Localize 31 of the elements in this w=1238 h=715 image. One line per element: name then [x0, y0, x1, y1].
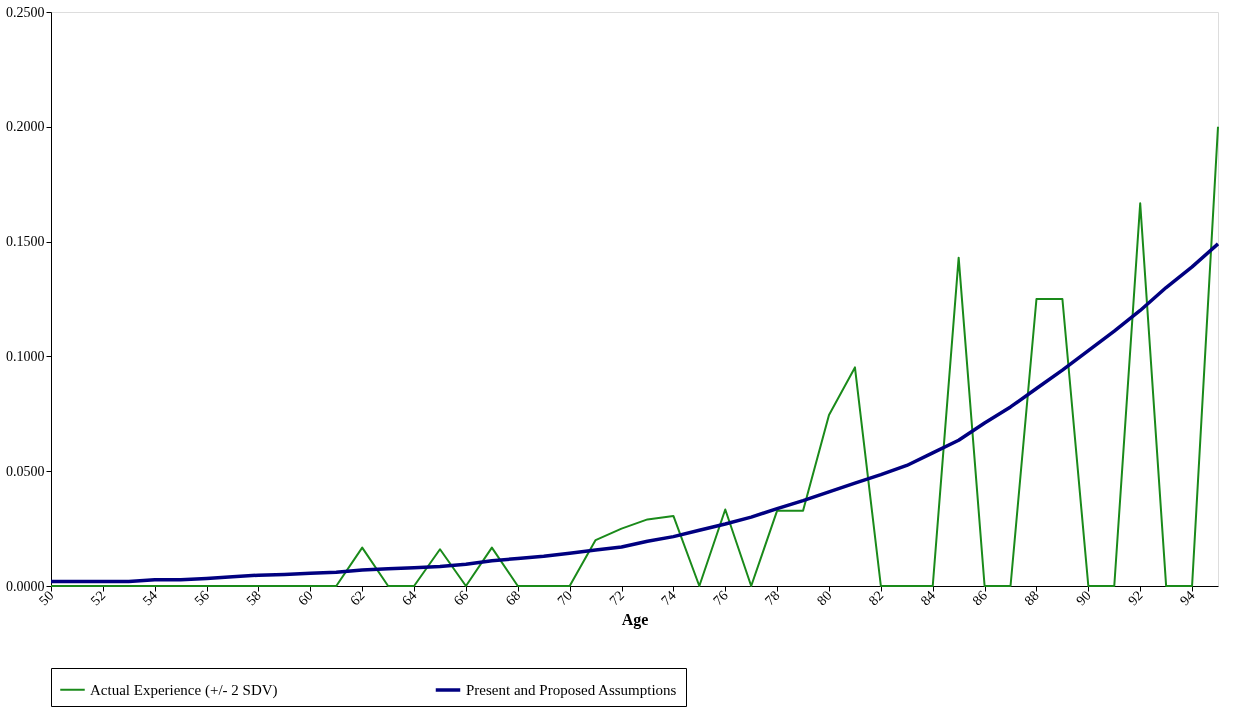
- x-tick-label: 74: [658, 587, 679, 609]
- y-tick-label: 0.1000: [6, 348, 45, 364]
- y-tick-label: 0.2500: [6, 4, 45, 20]
- x-tick-label: 76: [710, 587, 731, 609]
- x-tick-label: 60: [295, 587, 316, 609]
- x-tick-label: 86: [969, 587, 991, 609]
- x-tick-label: 68: [502, 587, 524, 609]
- x-tick-label: 66: [450, 587, 472, 609]
- x-tick-label: 64: [399, 587, 420, 609]
- x-tick-label: 54: [139, 587, 161, 609]
- x-tick-label: 90: [1073, 587, 1094, 609]
- x-tick-label: 80: [813, 587, 835, 609]
- x-tick-label: 94: [1177, 587, 1198, 609]
- x-tick-label: 52: [87, 587, 109, 609]
- x-tick-label: 78: [762, 587, 783, 609]
- y-tick-label: 0.1500: [6, 234, 45, 250]
- legend-label: Present and Proposed Assumptions: [466, 682, 677, 698]
- x-tick-label: 58: [243, 587, 264, 609]
- y-tick-label: 0.2000: [6, 119, 45, 135]
- x-tick-label: 82: [865, 587, 887, 609]
- x-axis-title: Age: [621, 611, 649, 630]
- legend-label: Actual Experience (+/- 2 SDV): [90, 681, 278, 699]
- x-tick-label: 72: [606, 587, 627, 609]
- x-tick-label: 92: [1125, 587, 1146, 609]
- x-tick-label: 70: [554, 587, 576, 609]
- y-tick-label: 0.0000: [6, 578, 45, 594]
- x-tick-label: 84: [917, 587, 939, 609]
- x-tick-label: 88: [1021, 587, 1042, 609]
- y-tick-label: 0.0500: [6, 463, 45, 479]
- x-tick-label: 62: [347, 587, 368, 609]
- x-tick-label: 56: [191, 587, 213, 609]
